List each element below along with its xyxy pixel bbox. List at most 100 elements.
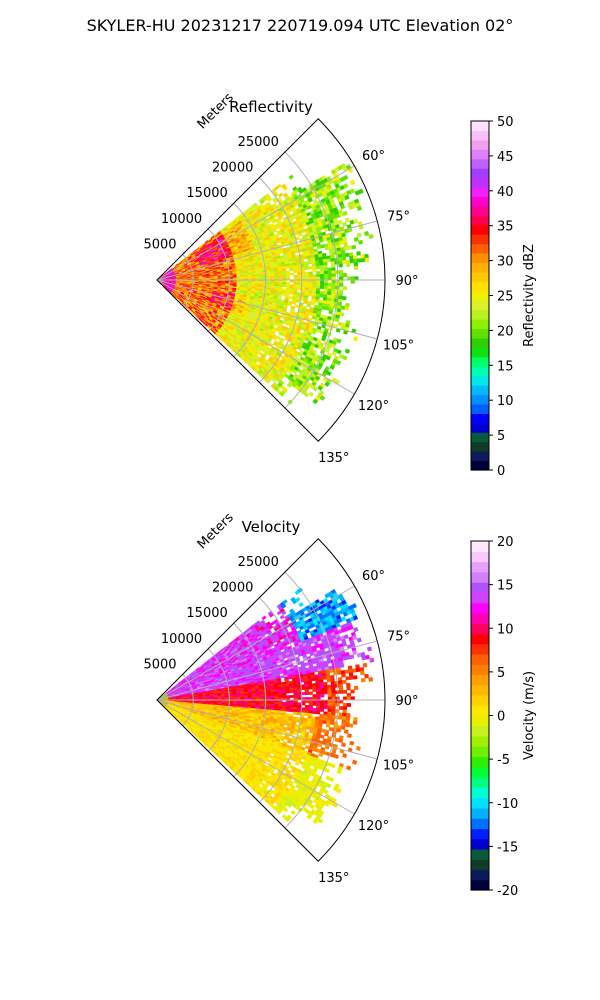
- radar-cell: [327, 282, 333, 287]
- colorbar-swatch: [471, 309, 489, 320]
- colorbar-swatch: [471, 375, 489, 386]
- radar-cell: [274, 281, 279, 285]
- radar-cell: [312, 268, 317, 273]
- radar-cell: [304, 274, 310, 278]
- colorbar-swatch: [471, 224, 489, 235]
- azimuth-tick-label: 60°: [362, 149, 385, 164]
- colorbar-tick-label: 25: [497, 290, 514, 305]
- radar-cell: [342, 174, 349, 181]
- radar-cell: [337, 219, 343, 225]
- colorbar-swatch: [471, 121, 489, 132]
- radar-cell: [327, 273, 333, 278]
- radar-cell: [270, 273, 275, 277]
- radar-cell: [331, 288, 336, 293]
- colorbar-swatch: [471, 177, 489, 188]
- colorbar-tick-label: 15: [497, 359, 514, 374]
- radar-cell: [312, 282, 317, 286]
- colorbar-swatch: [471, 385, 489, 396]
- radar-cell: [287, 302, 292, 307]
- radar-cell: [319, 293, 324, 298]
- radar-cell: [308, 266, 313, 270]
- colorbar-tick-label: 45: [497, 150, 514, 165]
- radar-cell: [285, 270, 291, 274]
- radar-cell: [354, 276, 359, 281]
- colorbar-tick-label: 20: [497, 324, 514, 339]
- radar-cell: [293, 274, 298, 278]
- radar-cell: [266, 275, 272, 279]
- radar-cell: [316, 282, 321, 286]
- radar-cell: [342, 286, 348, 291]
- radial-tick-label: 25000: [238, 135, 279, 150]
- azimuth-tick-label: 105°: [383, 339, 414, 354]
- radar-cell: [285, 284, 291, 288]
- radar-cell: [307, 260, 313, 265]
- radar-cell: [289, 286, 294, 290]
- radar-cell: [288, 295, 294, 300]
- radar-cell: [285, 265, 290, 269]
- radar-cell: [349, 255, 354, 260]
- colorbar-swatch: [471, 328, 489, 339]
- radar-cell: [259, 281, 264, 284]
- radar-cell: [331, 270, 336, 275]
- radar-cell: [298, 602, 304, 608]
- colorbar-swatch: [471, 394, 489, 405]
- radar-cell: [303, 255, 308, 260]
- radar-cell: [282, 185, 288, 191]
- colorbar-tick-label: 50: [497, 115, 514, 130]
- radar-cell: [308, 271, 313, 275]
- colorbar-swatch: [471, 403, 489, 414]
- colorbar-swatch: [471, 196, 489, 207]
- radar-cell: [350, 279, 355, 284]
- colorbar-swatch: [471, 205, 489, 216]
- colorbar-tick-label: 0: [497, 464, 505, 479]
- radar-cell: [327, 288, 332, 293]
- radar-cell: [351, 244, 357, 250]
- radar-cell: [278, 192, 284, 198]
- radar-cell: [319, 285, 325, 290]
- radar-cell: [295, 299, 301, 303]
- radar-cell: [349, 259, 355, 264]
- radar-cell: [334, 317, 340, 323]
- colorbar-swatch: [471, 262, 489, 273]
- radar-cell: [308, 285, 313, 289]
- colorbar-swatch: [471, 422, 489, 433]
- azimuth-tick-label: 75°: [387, 209, 410, 224]
- velocity-panel: Velocity500010000150002000025000Meters60…: [143, 510, 537, 899]
- radar-cell: [353, 237, 359, 242]
- colorbar-tick-label: 5: [497, 429, 505, 444]
- colorbar-swatch: [471, 158, 489, 169]
- colorbar-swatch: [471, 319, 489, 330]
- radar-cell: [344, 306, 350, 311]
- radar-cell: [346, 262, 351, 267]
- radar-cell: [339, 312, 345, 317]
- radar-cell: [308, 274, 314, 278]
- radar-cell: [281, 292, 286, 296]
- radar-cell: [337, 257, 343, 262]
- radial-tick-label: 20000: [212, 161, 253, 176]
- radar-cell: [353, 265, 359, 270]
- colorbar-tick-label: 40: [497, 185, 514, 200]
- radar-cell: [315, 265, 321, 270]
- radar-cell: [274, 273, 279, 277]
- radar-cell: [304, 271, 310, 276]
- radar-cell: [308, 282, 314, 286]
- radar-cell: [341, 259, 347, 265]
- radar-cell: [342, 183, 349, 189]
- colorbar-tick-label: 30: [497, 255, 514, 270]
- colorbar-swatch: [471, 413, 489, 424]
- radar-cell: [327, 270, 332, 275]
- radar-cell: [319, 270, 325, 275]
- radar-cell: [289, 272, 294, 276]
- colorbar-swatch: [471, 243, 489, 254]
- radar-cell: [293, 269, 298, 274]
- radar-cell: [325, 306, 330, 311]
- colorbar-swatch: [471, 130, 489, 141]
- radar-cell: [342, 273, 348, 278]
- radar-cell: [323, 264, 328, 269]
- panel-title: Velocity: [242, 518, 301, 536]
- radar-cell: [297, 284, 302, 288]
- colorbar-swatch: [471, 215, 489, 226]
- radar-cell: [259, 274, 264, 277]
- radar-cell: [344, 252, 350, 258]
- radar-cell: [281, 284, 287, 288]
